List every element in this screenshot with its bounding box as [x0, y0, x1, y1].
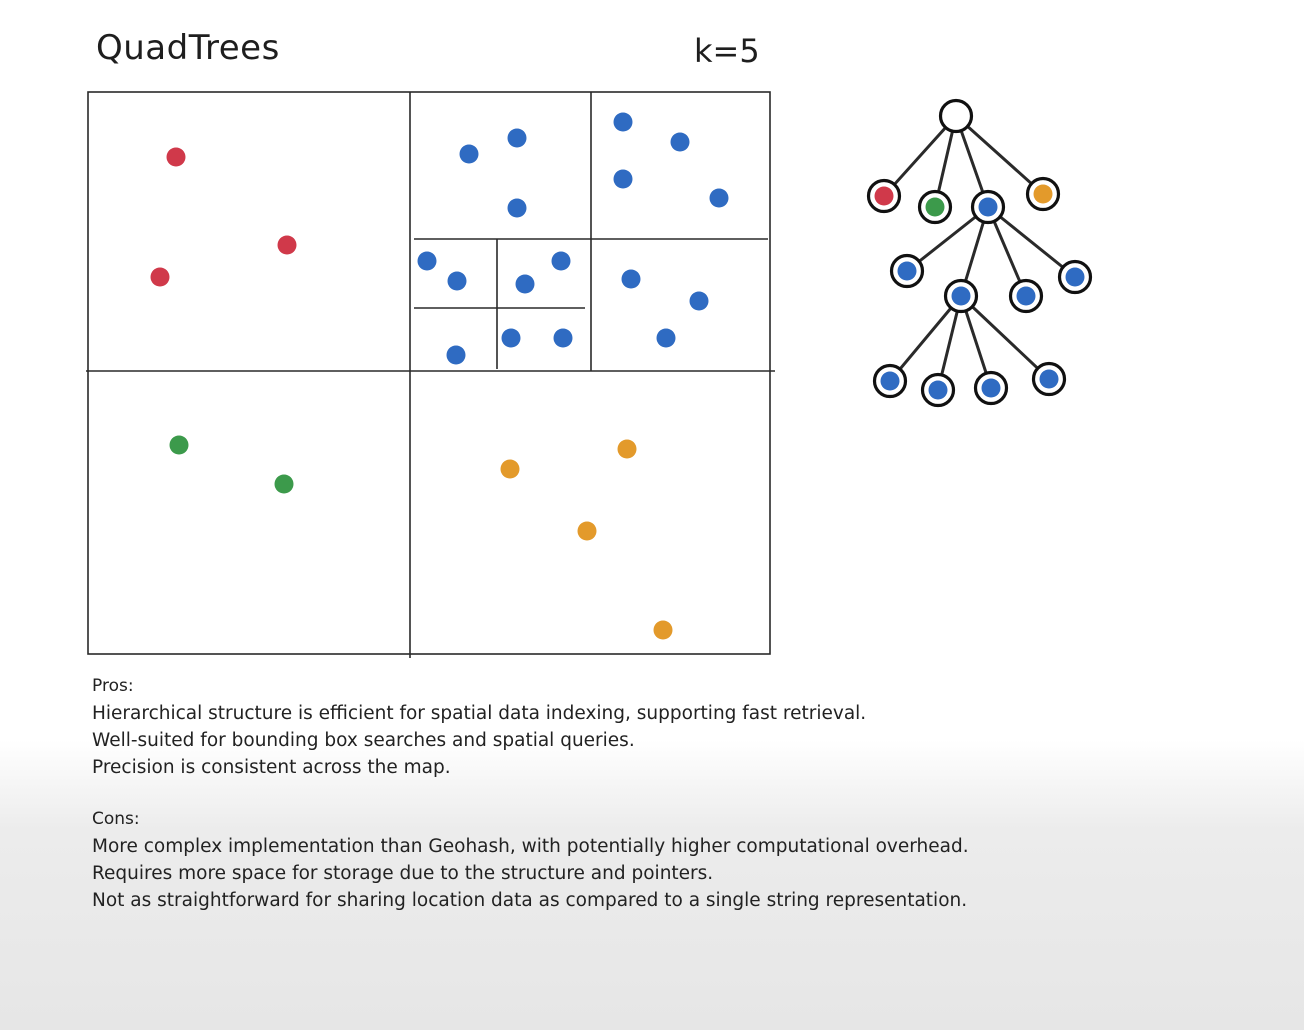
- tree-node-n-green: [917, 189, 953, 225]
- quadtree-grid: [86, 91, 775, 658]
- blue-point: [507, 198, 527, 218]
- cons-item: Not as straightforward for sharing locat…: [92, 890, 968, 911]
- blue-point: [613, 112, 633, 132]
- cons-item: Requires more space for storage due to t…: [92, 863, 714, 884]
- red-point: [166, 147, 186, 167]
- pros-item: Precision is consistent across the map.: [92, 757, 451, 778]
- orange-point: [617, 439, 637, 459]
- cons-section: Cons: More complex implementation than G…: [92, 806, 969, 914]
- tree-edge: [905, 205, 990, 273]
- tree-nodes: [866, 98, 1093, 408]
- blue-node-dot: [897, 261, 917, 281]
- tree-node-b1: [889, 253, 925, 289]
- tree-node-c2: [920, 372, 956, 408]
- blue-point: [446, 345, 466, 365]
- tree-node-b4: [1057, 259, 1093, 295]
- tree-edge: [888, 294, 963, 383]
- tree-edge: [986, 205, 1077, 279]
- blue-node-dot: [880, 371, 900, 391]
- tree-node-b3: [1008, 278, 1044, 314]
- tree-edge: [882, 114, 958, 198]
- pros-section: Pros: Hierarchical structure is efficien…: [92, 673, 866, 781]
- blue-node-dot: [928, 380, 948, 400]
- blue-point: [447, 271, 467, 291]
- orange-point: [500, 459, 520, 479]
- blue-node-dot: [1039, 369, 1059, 389]
- green-point: [274, 474, 294, 494]
- orange-point: [653, 620, 673, 640]
- tree-node-b2: [943, 278, 979, 314]
- tree-node-c4: [1031, 361, 1067, 397]
- tree-node-c3: [973, 370, 1009, 406]
- blue-point: [689, 291, 709, 311]
- tree-edges: [882, 114, 1077, 392]
- map-boundary: [87, 91, 771, 655]
- tree-edge: [954, 114, 1045, 196]
- blue-node-dot: [951, 286, 971, 306]
- blue-point: [459, 144, 479, 164]
- tree-node-n-red: [866, 178, 902, 214]
- tree-node-ring: [938, 98, 974, 134]
- blue-point: [551, 251, 571, 271]
- tree-node-root: [938, 98, 974, 134]
- tree-node-c1: [872, 363, 908, 399]
- red-point: [150, 267, 170, 287]
- blue-point: [553, 328, 573, 348]
- red-node-dot: [874, 186, 894, 206]
- green-node-dot: [925, 197, 945, 217]
- map-points: [150, 112, 729, 640]
- blue-point: [709, 188, 729, 208]
- blue-point: [656, 328, 676, 348]
- blue-point: [501, 328, 521, 348]
- cons-heading: Cons:: [92, 809, 140, 829]
- tree-node-n-orange: [1025, 176, 1061, 212]
- blue-node-dot: [1065, 267, 1085, 287]
- diagram-title: QuadTrees: [96, 28, 280, 68]
- blue-point: [613, 169, 633, 189]
- blue-point: [621, 269, 641, 289]
- k-value-label: k=5: [694, 32, 760, 70]
- blue-node-dot: [981, 378, 1001, 398]
- blue-node-dot: [978, 197, 998, 217]
- red-point: [277, 235, 297, 255]
- cons-item: More complex implementation than Geohash…: [92, 836, 969, 857]
- blue-point: [417, 251, 437, 271]
- blue-point: [507, 128, 527, 148]
- pros-heading: Pros:: [92, 676, 134, 696]
- pros-item: Well-suited for bounding box searches an…: [92, 730, 635, 751]
- orange-node-dot: [1033, 184, 1053, 204]
- blue-node-dot: [1016, 286, 1036, 306]
- tree-node-n-blue: [970, 189, 1006, 225]
- pros-item: Hierarchical structure is efficient for …: [92, 703, 867, 724]
- blue-point: [670, 132, 690, 152]
- tree-edge: [959, 294, 1051, 381]
- green-point: [169, 435, 189, 455]
- blue-point: [515, 274, 535, 294]
- orange-point: [577, 521, 597, 541]
